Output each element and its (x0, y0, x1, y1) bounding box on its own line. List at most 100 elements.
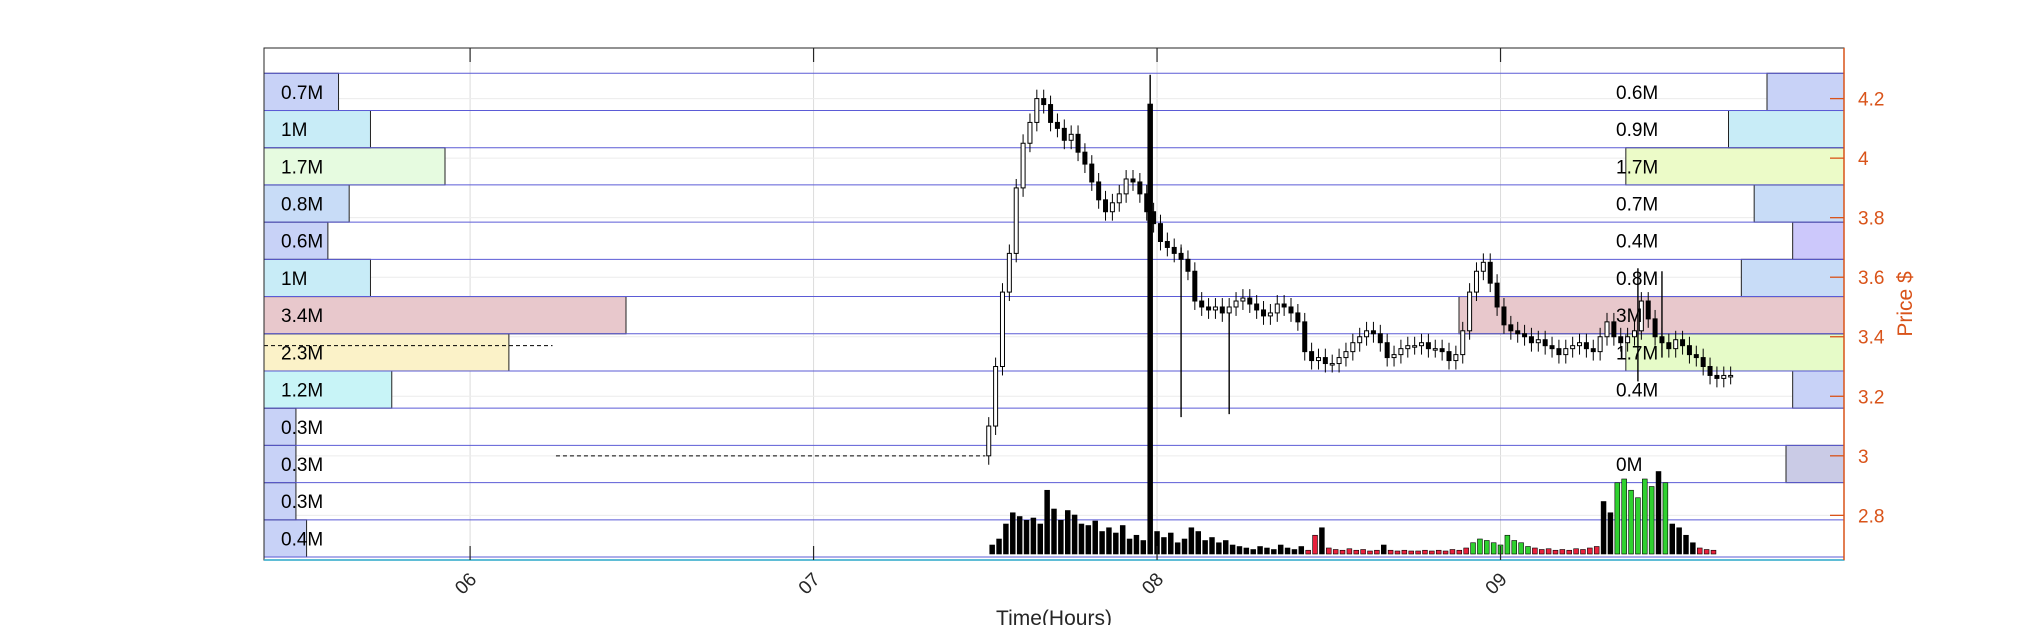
left-profile-bar (263, 110, 371, 149)
candle-body (1707, 366, 1713, 376)
volume-bar (1490, 542, 1497, 555)
candle-body (1247, 297, 1253, 305)
right-profile-label: 0.9M (1616, 120, 1658, 141)
right-profile-label: 1.7M (1616, 343, 1658, 364)
candle-body (1405, 345, 1411, 350)
volume-bar (1415, 550, 1421, 555)
volume-bar (1250, 549, 1256, 555)
candle-body (1714, 374, 1720, 379)
candle-body (1597, 336, 1603, 353)
left-profile-label: 0.6M (281, 232, 323, 253)
volume-bar (1580, 549, 1586, 555)
candle-body (1171, 246, 1177, 254)
volume-bar (1168, 532, 1174, 555)
candle-body (1590, 348, 1596, 353)
left-profile-label: 1M (281, 120, 307, 141)
left-profile-label: 0.3M (281, 418, 323, 439)
right-profile-label: 0M (1616, 455, 1642, 476)
volume-bar (1545, 548, 1552, 555)
volume-bar (996, 538, 1002, 555)
candle-body (1563, 348, 1569, 356)
volume-bar (1071, 514, 1078, 555)
volume-bar (1010, 512, 1016, 555)
volume-bar (1532, 547, 1538, 555)
candle-body (986, 425, 992, 457)
candle-body (1302, 321, 1308, 353)
candle-body (1054, 121, 1060, 129)
right-profile-label: 0.7M (1616, 195, 1658, 216)
candle-body (1322, 357, 1328, 365)
candle-body (1494, 282, 1500, 308)
candle-body (1157, 223, 1163, 242)
left-profile-label: 0.3M (281, 492, 323, 513)
volume-bar (1092, 520, 1098, 555)
candle-body (1666, 342, 1672, 350)
candle-body (1137, 181, 1143, 195)
volume-bar (1140, 540, 1147, 555)
candle-body (1384, 342, 1390, 359)
right-profile-label: 0.4M (1616, 381, 1658, 402)
candle-body (1467, 291, 1473, 332)
candle-body (999, 291, 1005, 368)
volume-bar (1174, 542, 1181, 555)
volume-bar (1676, 527, 1682, 555)
volume-bar (1593, 546, 1600, 555)
candle-body (1295, 312, 1301, 323)
candle-body (1693, 354, 1699, 359)
candle-body (1625, 336, 1631, 344)
volume-bar (1511, 540, 1517, 555)
volume-bar (1587, 547, 1593, 555)
right-profile-bar (1625, 147, 1845, 186)
volume-bars (989, 103, 1717, 555)
volume-bar (1525, 546, 1531, 555)
candle-body (1556, 348, 1562, 356)
volume-bar (1429, 550, 1435, 555)
volume-bar (1353, 549, 1359, 555)
candle-body (1700, 357, 1706, 368)
left-profile-bar (263, 221, 329, 260)
volume-bar (1181, 538, 1188, 555)
left-profile-bar (263, 333, 510, 372)
left-profile-bar (263, 72, 340, 112)
volume-bar (1635, 497, 1641, 555)
volume-bar (1037, 523, 1043, 555)
volume-bar (1257, 546, 1263, 555)
volume-bar (1113, 532, 1119, 555)
x-axis-label: Time(Hours) (996, 607, 1112, 625)
volume-bar (1284, 547, 1291, 555)
candle-body (1686, 345, 1692, 356)
candle-body (993, 366, 999, 427)
volume-profile-labels: 0.4M 0.3M 0.3M 0.3M 1.2M 2.3M 3.4M 1M 0.6M 0.8M 1.… (281, 83, 1658, 551)
candle-body (1419, 342, 1425, 347)
volume-bar (1229, 544, 1236, 555)
candle-body (1109, 202, 1115, 213)
right-profile-label: 1.7M (1616, 157, 1658, 178)
price-spikes (1149, 74, 1663, 418)
right-axis-tick-label: 4 (1858, 149, 1869, 170)
volume-bar (1339, 549, 1346, 555)
volume-bar (1442, 550, 1449, 555)
candle-body (1288, 306, 1294, 314)
candle-body (1487, 261, 1493, 284)
candle-body (1048, 104, 1054, 123)
candle-body (1473, 270, 1479, 293)
candle-body (1728, 374, 1734, 378)
candle-body (1315, 357, 1321, 362)
volume-bar (1291, 549, 1298, 555)
candle-body (1583, 342, 1589, 350)
candle-body (1082, 151, 1088, 165)
left-profile-bar (263, 147, 446, 186)
candle-body (1096, 181, 1102, 201)
candle-body (1398, 348, 1404, 356)
candle-body (1151, 211, 1157, 225)
volume-bar (1346, 548, 1353, 555)
volume-bar (1003, 523, 1009, 555)
candle-body (1673, 339, 1679, 350)
volume-bar (1044, 489, 1050, 555)
volume-bar (1401, 549, 1408, 555)
candle-body (1528, 336, 1534, 344)
volume-bar (1243, 547, 1250, 555)
candle-body (1515, 330, 1521, 335)
volume-bar (1573, 548, 1579, 555)
candle-body (1309, 351, 1315, 362)
